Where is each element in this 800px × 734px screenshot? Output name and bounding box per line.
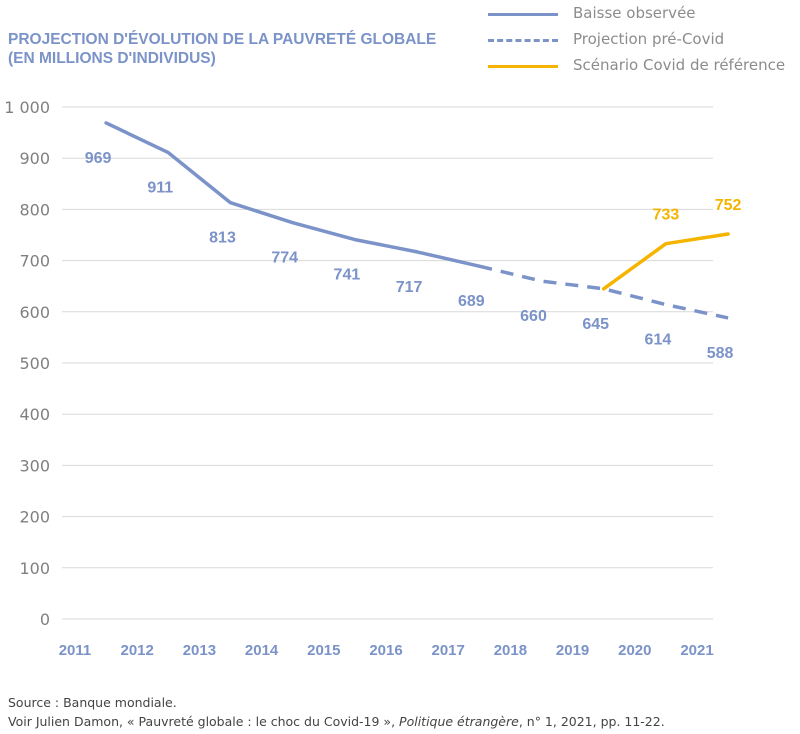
data-label: 645 xyxy=(582,316,609,333)
legend: Baisse observée Projection pré-Covid Scé… xyxy=(488,0,800,90)
x-tick-label: 2014 xyxy=(245,642,279,659)
x-tick-label: 2016 xyxy=(369,642,402,659)
data-label: 733 xyxy=(653,207,680,224)
series-line-0 xyxy=(104,121,482,268)
chart-title: PROJECTION D'ÉVOLUTION DE LA PAUVRETÉ GL… xyxy=(8,30,448,68)
x-tick-label: 2011 xyxy=(59,642,92,659)
data-label: 588 xyxy=(707,345,734,362)
x-tick-label: 2015 xyxy=(307,642,340,659)
y-tick-label: 1 000 xyxy=(4,98,50,117)
x-tick-label: 2017 xyxy=(432,642,465,659)
y-tick-label: 0 xyxy=(40,610,50,629)
x-axis-ticks: 2011 2012 2013 2014 2015 2016 2017 2018 2019 2020… xyxy=(59,642,714,659)
y-tick-label: 300 xyxy=(19,456,50,475)
data-labels: 969 911 813 774 741 717 689 660 645 614 588 733 752 xyxy=(85,150,742,362)
y-tick-label: 800 xyxy=(19,200,50,219)
legend-item-observed: Baisse observée xyxy=(488,1,800,27)
y-tick-label: 900 xyxy=(19,149,50,168)
x-tick-label: 2012 xyxy=(121,642,154,659)
chart-title-line1: PROJECTION D'ÉVOLUTION DE LA PAUVRETÉ GL… xyxy=(8,31,437,48)
data-label: 614 xyxy=(645,332,672,349)
x-tick-label: 2018 xyxy=(494,642,527,659)
gridlines xyxy=(62,106,713,620)
data-label: 813 xyxy=(209,230,236,247)
data-label: 741 xyxy=(334,267,361,284)
legend-item-pre-covid: Projection pré-Covid xyxy=(488,27,800,53)
y-tick-label: 200 xyxy=(19,508,50,527)
legend-item-covid: Scénario Covid de référence xyxy=(488,53,800,79)
legend-swatch-pre-covid xyxy=(488,39,558,42)
data-label: 689 xyxy=(458,293,485,310)
series-line-1 xyxy=(478,264,729,320)
x-tick-label: 2020 xyxy=(618,642,651,659)
data-label: 660 xyxy=(520,308,547,325)
x-tick-label: 2021 xyxy=(680,642,713,659)
y-axis-ticks: 0 100 200 300 400 500 600 700 800 900 1 000 xyxy=(4,98,50,629)
chart-title-line2: (EN MILLIONS D'INDIVIDUS) xyxy=(8,50,216,67)
reference-note: Voir Julien Damon, « Pauvreté globale : … xyxy=(8,712,665,731)
y-tick-label: 600 xyxy=(19,303,50,322)
reference-text-c: , n° 1, 2021, pp. 11-22. xyxy=(518,714,665,729)
reference-text-a: Voir Julien Damon, « Pauvreté globale : … xyxy=(8,714,400,729)
legend-label-observed: Baisse observée xyxy=(573,4,696,22)
data-label: 969 xyxy=(85,150,112,167)
data-label: 752 xyxy=(715,197,742,214)
y-tick-label: 700 xyxy=(19,252,50,271)
legend-label-covid: Scénario Covid de référence xyxy=(573,56,786,74)
legend-swatch-observed xyxy=(488,13,558,16)
x-tick-label: 2013 xyxy=(183,642,216,659)
data-label: 774 xyxy=(271,250,298,267)
x-tick-label: 2019 xyxy=(556,642,589,659)
legend-label-pre-covid: Projection pré-Covid xyxy=(573,30,725,48)
reference-journal: Politique étrangère xyxy=(399,714,519,729)
y-tick-label: 100 xyxy=(19,559,50,578)
data-label: 911 xyxy=(147,180,173,197)
y-tick-label: 500 xyxy=(19,354,50,373)
legend-swatch-covid xyxy=(488,65,558,68)
series-line-2 xyxy=(601,232,730,291)
footer: Source : Banque mondiale. Voir Julien Da… xyxy=(8,693,665,731)
data-label: 717 xyxy=(396,279,423,296)
series-lines xyxy=(104,121,730,320)
source-note: Source : Banque mondiale. xyxy=(8,695,177,710)
y-tick-label: 400 xyxy=(19,405,50,424)
